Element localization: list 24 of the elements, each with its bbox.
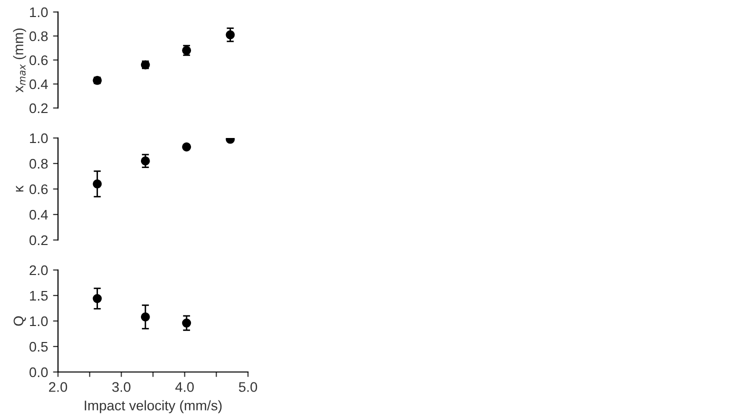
x-tick-label: 5.0 [238,382,258,392]
y-tick-label: 2.0 [30,265,48,276]
x-tick-label: 4.0 [175,382,194,392]
y-tick-label: 0.6 [30,184,48,194]
x-axis-title: Impact velocity (mm/s) [84,400,222,414]
y-tick-label: 0.8 [30,31,48,42]
y-tick-label: 1.5 [30,290,48,301]
y-tick-label: 0.6 [30,55,48,66]
y-tick-label: 0.2 [30,235,48,246]
y-axis-title: κ [16,186,24,192]
y-tick-label: 1.0 [30,316,48,326]
point [182,142,192,152]
y-tick-label: 1.0 [30,7,48,18]
x-tick-label: 2.0 [49,382,68,392]
y-tick-label: 1.0 [30,133,48,144]
y-axis-title: Q [14,316,26,326]
y-tick-label: 0.2 [30,103,48,114]
y-axis-title: x$_{max}$ (mm) [13,28,26,92]
x-tick-label: 3.0 [112,382,130,392]
y-tick-label: 0.8 [30,158,48,169]
y-tick-label: 0.5 [30,342,48,352]
y-tick-label: 0.4 [30,210,48,220]
y-tick-label: 0.4 [30,79,48,90]
y-tick-label: 0.0 [30,367,48,378]
